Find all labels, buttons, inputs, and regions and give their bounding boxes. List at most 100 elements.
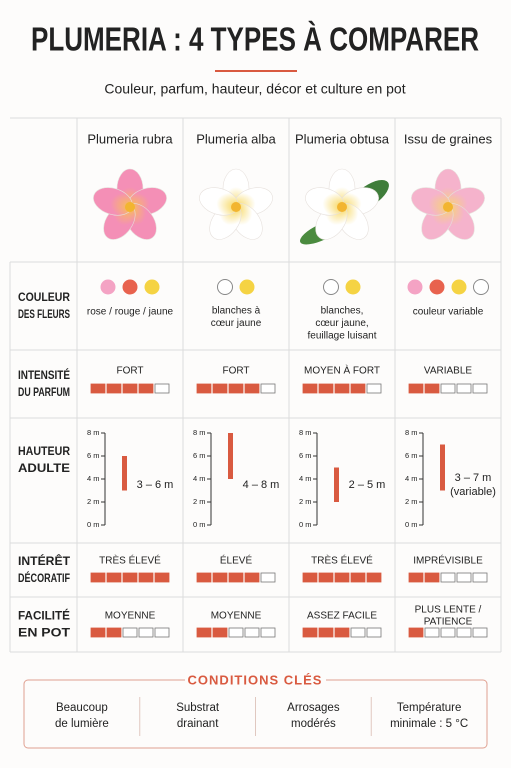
rating-box: [228, 383, 244, 394]
height-text: (variable): [450, 486, 496, 498]
rating-label: TRÈS ÉLEVÉ: [311, 554, 373, 567]
rating-label: MOYENNE: [105, 611, 156, 622]
cell-text: cœur jaune: [211, 318, 262, 329]
tick-label: 6 m: [87, 451, 100, 460]
condition-text: modérés: [291, 718, 336, 730]
condition-text: Substrat: [176, 702, 220, 714]
condition-text: Arrosages: [287, 702, 340, 714]
rating-box: [424, 572, 440, 583]
height-text: 3 – 7 m: [455, 472, 492, 484]
rating-box: [196, 383, 212, 394]
flower-center: [443, 202, 453, 212]
color-dot: [451, 279, 467, 295]
flower-center: [337, 202, 347, 212]
rating-box: [244, 627, 260, 638]
rating-box: [408, 627, 424, 638]
rating-box: [334, 572, 350, 583]
rating-box: [302, 572, 318, 583]
column-title: Issu de graines: [404, 131, 493, 146]
cell-text: cœur jaune,: [315, 318, 368, 329]
rating-box: [318, 383, 334, 394]
rating-box: [212, 383, 228, 394]
flower-center: [231, 202, 241, 212]
title: PLUMERIA : 4 TYPES À COMPARER: [31, 21, 479, 58]
condition-text: Température: [397, 702, 462, 714]
rating-box: [154, 383, 170, 394]
color-dot: [100, 279, 116, 295]
rating-box: [350, 383, 366, 394]
row-label: FACILITÉ: [18, 608, 70, 623]
rating-box: [106, 627, 122, 638]
rating-box: [472, 627, 488, 638]
tick-label: 4 m: [405, 474, 418, 483]
tick-label: 0 m: [87, 520, 100, 529]
rating-box: [318, 627, 334, 638]
rating-box: [472, 383, 488, 394]
color-dot: [473, 279, 489, 295]
row-label: INTENSITÉ: [18, 367, 70, 382]
rating-label: FORT: [222, 366, 249, 377]
rating-box: [366, 572, 382, 583]
rating-box: [154, 572, 170, 583]
rating-label: MOYENNE: [211, 611, 262, 622]
rating-box: [456, 572, 472, 583]
subtitle: Couleur, parfum, hauteur, décor et cultu…: [104, 81, 405, 97]
color-dot: [429, 279, 445, 295]
rating-box: [90, 627, 106, 638]
condition-text: de lumière: [55, 718, 109, 730]
tick-label: 2 m: [193, 497, 206, 506]
color-dot: [323, 279, 339, 295]
tick-label: 6 m: [405, 451, 418, 460]
conditions-title: CONDITIONS CLÉS: [188, 672, 323, 687]
height-bar: [228, 433, 233, 479]
rating-label: ASSEZ FACILE: [307, 611, 377, 622]
color-dot: [122, 279, 138, 295]
height-text: 3 – 6 m: [137, 479, 174, 491]
rating-box: [424, 383, 440, 394]
rating-box: [440, 572, 456, 583]
height-bar: [122, 456, 127, 491]
rating-box: [350, 572, 366, 583]
tick-label: 4 m: [193, 474, 206, 483]
height-bar: [440, 444, 445, 491]
row-label: INTÉRÊT: [18, 553, 71, 568]
tick-label: 6 m: [299, 451, 312, 460]
row-label: DES FLEURS: [18, 307, 70, 321]
rating-box: [334, 383, 350, 394]
rating-box: [106, 572, 122, 583]
tick-label: 0 m: [405, 520, 418, 529]
rating-box: [212, 572, 228, 583]
tick-label: 8 m: [87, 428, 100, 437]
cell-text: blanches à: [212, 306, 261, 317]
tick-label: 2 m: [405, 497, 418, 506]
rating-box: [302, 627, 318, 638]
rating-box: [196, 627, 212, 638]
rating-label: VARIABLE: [424, 366, 472, 377]
rating-box: [122, 383, 138, 394]
color-dot: [345, 279, 361, 295]
rating-box: [196, 572, 212, 583]
rating-box: [90, 572, 106, 583]
conditions-title-bg: [185, 670, 326, 690]
height-text: 4 – 8 m: [243, 479, 280, 491]
rating-box: [212, 627, 228, 638]
rating-box: [408, 572, 424, 583]
rating-label: ÉLEVÉ: [220, 554, 253, 567]
row-label: DÉCORATIF: [18, 570, 70, 585]
rating-box: [138, 383, 154, 394]
column-title: Plumeria alba: [196, 131, 276, 146]
tick-label: 8 m: [299, 428, 312, 437]
height-text: 2 – 5 m: [349, 479, 386, 491]
cell-text: feuillage luisant: [308, 331, 377, 342]
rating-box: [260, 627, 276, 638]
rating-box: [122, 627, 138, 638]
tick-label: 6 m: [193, 451, 206, 460]
rating-box: [122, 572, 138, 583]
tick-label: 0 m: [299, 520, 312, 529]
rating-box: [90, 383, 106, 394]
rating-label: TRÈS ÉLEVÉ: [99, 554, 161, 567]
rating-label: FORT: [116, 366, 143, 377]
condition-text: drainant: [177, 718, 219, 730]
tick-label: 2 m: [299, 497, 312, 506]
color-dot: [217, 279, 233, 295]
